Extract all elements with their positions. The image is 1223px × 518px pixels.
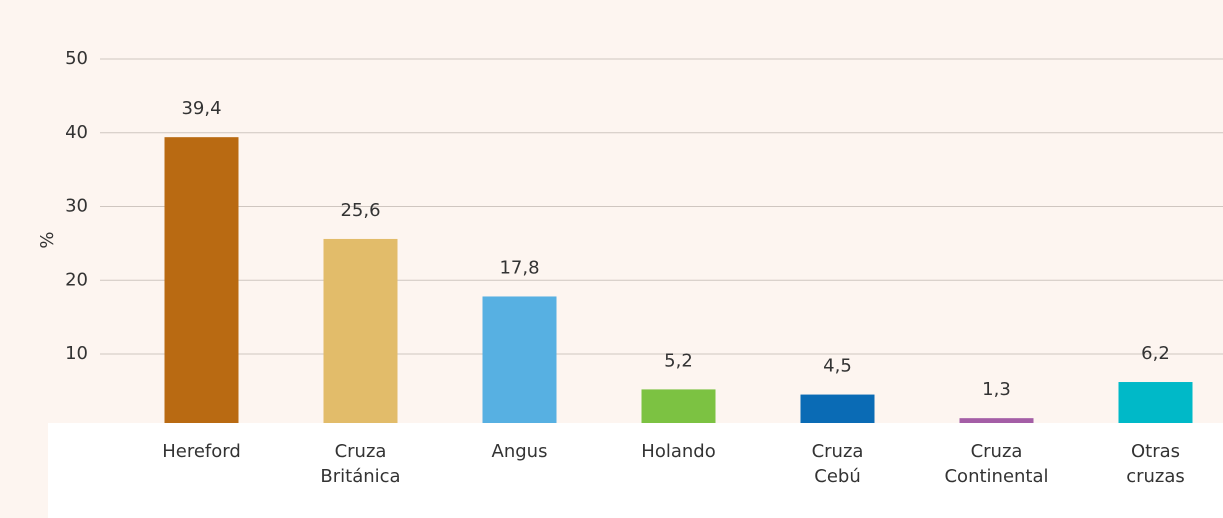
value-label: 5,2 — [664, 350, 693, 371]
x-tick-label: Cruza Cebú — [812, 441, 864, 487]
y-tick-label: 10 — [65, 343, 88, 364]
bar — [323, 238, 398, 428]
value-label: 39,4 — [181, 98, 221, 119]
bar — [1118, 382, 1193, 428]
value-label: 25,6 — [340, 200, 380, 221]
value-label: 4,5 — [823, 356, 852, 377]
value-label: 17,8 — [499, 257, 539, 278]
bar — [482, 296, 557, 428]
y-tick-label: 30 — [65, 196, 88, 217]
x-tick-label: Otras cruzas — [1126, 441, 1185, 487]
x-tick-label: Cruza Británica — [320, 441, 400, 487]
y-axis-label: % — [37, 231, 58, 248]
y-tick-label: 20 — [65, 269, 88, 290]
x-tick-label: Cruza Continental — [944, 441, 1048, 487]
y-tick-label: 50 — [65, 48, 88, 69]
value-label: 6,2 — [1141, 343, 1170, 364]
category-panel — [48, 423, 1223, 518]
bar — [641, 389, 716, 428]
x-tick-label: Hereford — [162, 441, 241, 462]
bar — [164, 137, 239, 428]
x-tick-label: Holando — [641, 441, 715, 462]
y-tick-label: 40 — [65, 122, 88, 143]
value-label: 1,3 — [982, 379, 1011, 400]
x-tick-label: Angus — [492, 441, 548, 462]
bar — [959, 418, 1034, 428]
bar — [800, 394, 875, 428]
